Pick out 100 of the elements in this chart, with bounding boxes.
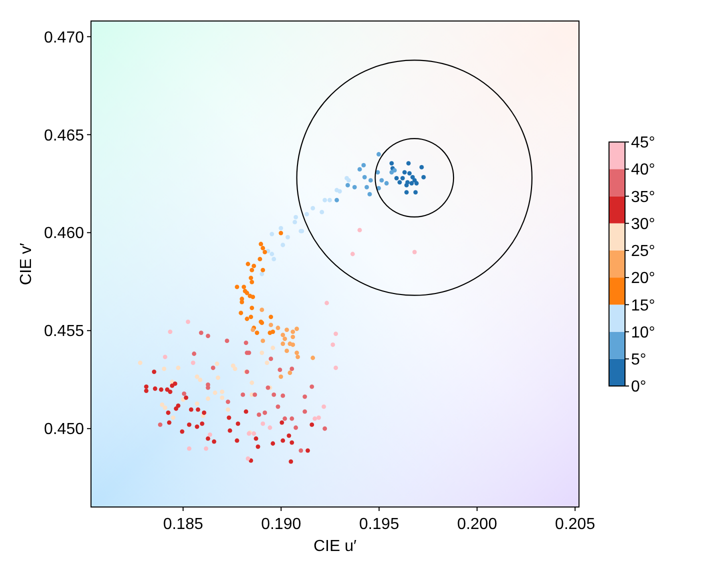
point (230, 364, 236, 368)
color-bar-label: 10° (631, 324, 656, 342)
point (250, 306, 254, 310)
point (352, 184, 357, 190)
point (290, 330, 296, 334)
point (196, 407, 200, 412)
point (286, 234, 290, 240)
point (182, 392, 186, 396)
point (310, 422, 314, 427)
point (410, 174, 415, 180)
point (421, 174, 426, 180)
point (379, 178, 384, 183)
point (244, 340, 248, 345)
point (280, 242, 286, 248)
point (334, 332, 338, 336)
point (256, 444, 260, 449)
point (206, 396, 210, 401)
point (206, 334, 210, 338)
point (302, 394, 308, 399)
point (272, 256, 276, 262)
point (402, 170, 407, 174)
point (262, 250, 268, 254)
color-bar-label: 15° (631, 297, 656, 314)
point (306, 448, 310, 453)
x-tick-label: 0.190 (261, 516, 302, 533)
point (294, 326, 299, 332)
point (248, 276, 254, 280)
point (260, 308, 264, 312)
point (376, 170, 380, 174)
point (212, 390, 218, 395)
point (302, 409, 308, 414)
point (234, 284, 240, 290)
point (202, 410, 206, 415)
point (210, 366, 216, 370)
point (190, 360, 196, 365)
point (268, 322, 274, 328)
point (216, 375, 220, 380)
point (296, 354, 300, 360)
point (252, 392, 258, 397)
x-axis-title: CIE u′ (313, 538, 357, 555)
point (252, 431, 256, 436)
point (172, 382, 178, 386)
point (310, 384, 314, 389)
point (284, 348, 289, 354)
point (407, 171, 412, 176)
point (176, 366, 180, 370)
y-tick-label: 0.460 (44, 225, 84, 242)
x-tick-label: 0.205 (555, 516, 596, 533)
point (206, 436, 210, 441)
point (192, 352, 196, 356)
point (260, 268, 266, 272)
point (294, 425, 298, 430)
point (310, 356, 316, 360)
point (276, 326, 280, 330)
point (384, 181, 389, 186)
point (186, 446, 192, 451)
point (350, 252, 355, 256)
point (240, 392, 246, 397)
x-tick-label: 0.185 (163, 516, 204, 533)
point (200, 422, 204, 426)
point (400, 176, 405, 180)
point (162, 366, 166, 372)
point (368, 178, 373, 183)
point (409, 181, 414, 186)
point (270, 252, 274, 256)
point (328, 198, 332, 202)
point (194, 424, 200, 429)
point (346, 178, 351, 183)
point (184, 395, 188, 400)
point (288, 342, 292, 346)
point (361, 163, 366, 168)
point (162, 354, 168, 360)
point (294, 350, 299, 355)
point (413, 190, 418, 194)
point (270, 441, 276, 446)
point (168, 390, 172, 394)
point (228, 428, 232, 433)
point (290, 416, 294, 421)
point (152, 370, 156, 374)
color-bar-label: 25° (631, 243, 656, 260)
point (258, 242, 264, 246)
point (220, 395, 224, 400)
point (234, 438, 240, 443)
point (270, 232, 274, 236)
point (168, 330, 172, 334)
point (246, 456, 250, 461)
y-tick-label: 0.465 (44, 127, 84, 144)
point (167, 420, 172, 425)
color-bar-label: 0° (631, 378, 646, 396)
y-tick-label: 0.470 (44, 29, 84, 46)
point (280, 420, 284, 425)
point (244, 316, 250, 322)
point (260, 422, 266, 426)
point (138, 360, 142, 365)
point (288, 370, 292, 375)
point (160, 402, 164, 407)
point (324, 300, 329, 306)
point (389, 161, 394, 166)
point (212, 439, 216, 444)
point (294, 214, 298, 220)
